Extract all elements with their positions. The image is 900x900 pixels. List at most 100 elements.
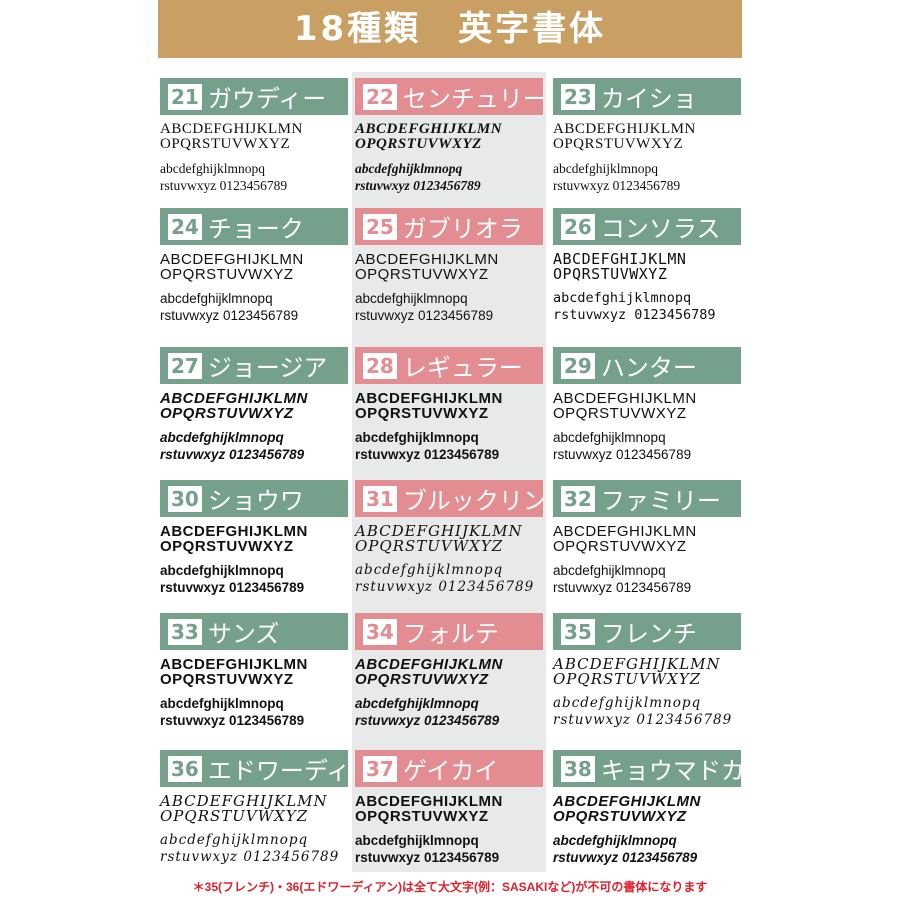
lowercase-line-2: rstuvwxyz 0123456789 [553,712,733,728]
lowercase-sample: abcdefghijklmnopq rstuvwxyz 0123456789 [355,160,543,194]
lowercase-line-1: abcdefghijklmnopq [160,291,273,306]
lowercase-line-2: rstuvwxyz 0123456789 [160,713,305,728]
font-number: 30 [168,485,202,512]
uppercase-line-1: ABCDEFGHIJKLMN [553,793,701,810]
lowercase-sample: abcdefghijklmnopq rstuvwxyz 0123456789 [553,695,741,729]
uppercase-sample: ABCDEFGHIJKLMN OPQRSTUVWXYZ [553,524,741,554]
font-sample-35: 35 フレンチ ABCDEFGHIJKLMN OPQRSTUVWXYZ abcd… [553,613,741,743]
font-label-bar: 21 ガウディー [160,78,348,115]
lowercase-sample: abcdefghijklmnopq rstuvwxyz 0123456789 [355,562,543,596]
font-sample-33: 33 サンズ ABCDEFGHIJKLMN OPQRSTUVWXYZ abcde… [160,613,348,743]
lowercase-line-2: rstuvwxyz 0123456789 [355,850,500,865]
uppercase-sample: ABCDEFGHIJKLMN OPQRSTUVWXYZ [355,794,543,824]
font-number: 33 [168,618,202,645]
font-name: コンソラス [600,215,721,243]
uppercase-sample: ABCDEFGHIJKLMN OPQRSTUVWXYZ [355,657,543,687]
uppercase-line-1: ABCDEFGHIJKLMN [355,793,503,810]
font-name: キョウマドカ [600,757,741,785]
lowercase-sample: abcdefghijklmnopq rstuvwxyz 0123456789 [355,429,543,463]
lowercase-line-2: rstuvwxyz 0123456789 [160,308,299,323]
lowercase-line-1: abcdefghijklmnopq [160,832,309,848]
lowercase-sample: abcdefghijklmnopq rstuvwxyz 0123456789 [553,160,741,194]
uppercase-line-2: OPQRSTUVWXYZ [553,405,687,422]
uppercase-line-2: OPQRSTUVWXYZ [160,405,294,422]
font-number: 31 [363,485,397,512]
uppercase-sample: ABCDEFGHIJKLMN OPQRSTUVWXYZ [553,122,741,152]
font-name: フレンチ [600,620,697,648]
lowercase-line-2: rstuvwxyz 0123456789 [553,178,681,193]
lowercase-line-2: rstuvwxyz 0123456789 [553,307,716,323]
lowercase-line-2: rstuvwxyz 0123456789 [553,447,692,462]
lowercase-line-2: rstuvwxyz 0123456789 [160,849,340,865]
uppercase-line-2: OPQRSTUVWXYZ [355,808,489,825]
font-number: 36 [168,755,202,782]
font-name: ガブリオラ [402,215,523,243]
font-sample-21: 21 ガウディー ABCDEFGHIJKLMN OPQRSTUVWXYZ abc… [160,78,348,208]
uppercase-sample: ABCDEFGHIJKLMN OPQRSTUVWXYZ [355,391,543,421]
uppercase-sample: ABCDEFGHIJKLMN OPQRSTUVWXYZ [355,122,543,152]
uppercase-line-2: OPQRSTUVWXYZ [160,266,294,283]
font-sample-37: 37 ゲイカイ ABCDEFGHIJKLMN OPQRSTUVWXYZ abcd… [355,750,543,880]
font-name: エドワーディアン [207,757,348,785]
lowercase-sample: abcdefghijklmnopq rstuvwxyz 0123456789 [553,832,741,866]
uppercase-line-1: ABCDEFGHIJKLMN [553,121,696,137]
uppercase-line-1: ABCDEFGHIJKLMN [553,655,721,673]
font-number: 24 [168,213,202,240]
uppercase-line-1: ABCDEFGHIJKLMN [160,251,304,268]
font-sample-36: 36 エドワーディアン ABCDEFGHIJKLMN OPQRSTUVWXYZ … [160,750,348,880]
lowercase-line-1: abcdefghijklmnopq [355,696,479,711]
uppercase-line-2: OPQRSTUVWXYZ [160,538,294,555]
lowercase-line-2: rstuvwxyz 0123456789 [160,447,305,462]
uppercase-line-1: ABCDEFGHIJKLMN [160,121,303,137]
footer-note: ＊35(フレンチ)・36(エドワーディアン)は全て大文字(例：SASAKIなど)… [192,880,708,894]
uppercase-line-2: OPQRSTUVWXYZ [355,136,482,152]
lowercase-line-2: rstuvwxyz 0123456789 [355,447,500,462]
font-name: サンズ [207,620,280,648]
font-number: 38 [561,755,595,782]
uppercase-line-1: ABCDEFGHIJKLMN [355,251,499,268]
uppercase-sample: ABCDEFGHIJKLMN OPQRSTUVWXYZ [160,524,348,554]
uppercase-line-1: ABCDEFGHIJKLMN [160,523,308,540]
uppercase-line-1: ABCDEFGHIJKLMN [160,656,308,673]
uppercase-line-2: OPQRSTUVWXYZ [160,671,294,688]
font-sample-34: 34 フォルテ ABCDEFGHIJKLMN OPQRSTUVWXYZ abcd… [355,613,543,743]
font-number: 28 [363,352,397,379]
uppercase-line-1: ABCDEFGHIJKLMN [355,656,503,673]
font-name: ゲイカイ [402,757,499,785]
lowercase-line-1: abcdefghijklmnopq [553,695,702,711]
lowercase-sample: abcdefghijklmnopq rstuvwxyz 0123456789 [160,429,348,463]
lowercase-line-2: rstuvwxyz 0123456789 [553,580,692,595]
lowercase-sample: abcdefghijklmnopq rstuvwxyz 0123456789 [553,429,741,463]
font-label-bar: 35 フレンチ [553,613,741,650]
lowercase-sample: abcdefghijklmnopq rstuvwxyz 0123456789 [355,695,543,729]
font-sample-31: 31 ブルックリン ABCDEFGHIJKLMN OPQRSTUVWXYZ ab… [355,480,543,610]
font-sample-24: 24 チョーク ABCDEFGHIJKLMN OPQRSTUVWXYZ abcd… [160,208,348,338]
font-name: ブルックリン [402,487,543,515]
font-label-bar: 37 ゲイカイ [355,750,543,787]
lowercase-line-1: abcdefghijklmnopq [553,833,677,848]
uppercase-line-2: OPQRSTUVWXYZ [160,807,309,825]
font-number: 27 [168,352,202,379]
font-sample-26: 26 コンソラス ABCDEFGHIJKLMN OPQRSTUVWXYZ abc… [553,208,741,338]
font-label-bar: 28 レギュラー [355,347,543,384]
font-label-bar: 24 チョーク [160,208,348,245]
lowercase-line-1: abcdefghijklmnopq [553,161,658,176]
uppercase-sample: ABCDEFGHIJKLMN OPQRSTUVWXYZ [160,657,348,687]
uppercase-line-1: ABCDEFGHIJKLMN [553,523,697,540]
uppercase-sample: ABCDEFGHIJKLMN OPQRSTUVWXYZ [160,794,348,824]
font-name: チョーク [207,215,304,243]
lowercase-line-1: abcdefghijklmnopq [553,430,666,445]
font-sample-38: 38 キョウマドカ ABCDEFGHIJKLMN OPQRSTUVWXYZ ab… [553,750,741,880]
font-label-bar: 33 サンズ [160,613,348,650]
lowercase-line-1: abcdefghijklmnopq [355,562,504,578]
lowercase-line-2: rstuvwxyz 0123456789 [355,579,535,595]
uppercase-line-2: OPQRSTUVWXYZ [553,538,687,555]
font-number: 22 [363,83,397,110]
lowercase-line-2: rstuvwxyz 0123456789 [355,713,500,728]
uppercase-sample: ABCDEFGHIJKLMN OPQRSTUVWXYZ [355,524,543,554]
lowercase-line-2: rstuvwxyz 0123456789 [355,178,481,193]
highlight-column [352,72,546,872]
lowercase-line-1: abcdefghijklmnopq [160,563,284,578]
lowercase-sample: abcdefghijklmnopq rstuvwxyz 0123456789 [553,290,741,324]
uppercase-sample: ABCDEFGHIJKLMN OPQRSTUVWXYZ [553,657,741,687]
